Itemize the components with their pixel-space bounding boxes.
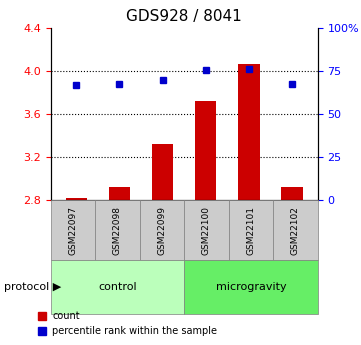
Bar xyxy=(66,198,87,200)
Text: GSM22099: GSM22099 xyxy=(157,206,166,255)
Text: control: control xyxy=(98,282,136,292)
Bar xyxy=(238,64,260,200)
Text: microgravity: microgravity xyxy=(216,282,286,292)
Bar xyxy=(281,187,303,200)
Bar xyxy=(152,144,173,200)
Text: GSM22097: GSM22097 xyxy=(68,206,77,255)
Text: GSM22102: GSM22102 xyxy=(291,206,300,255)
Bar xyxy=(109,187,130,200)
Bar xyxy=(195,101,217,200)
Text: protocol ▶: protocol ▶ xyxy=(4,282,61,292)
Legend: count, percentile rank within the sample: count, percentile rank within the sample xyxy=(34,307,221,340)
Text: GSM22098: GSM22098 xyxy=(113,206,122,255)
Text: GSM22100: GSM22100 xyxy=(202,206,211,255)
Title: GDS928 / 8041: GDS928 / 8041 xyxy=(126,9,242,24)
Text: GSM22101: GSM22101 xyxy=(247,206,255,255)
